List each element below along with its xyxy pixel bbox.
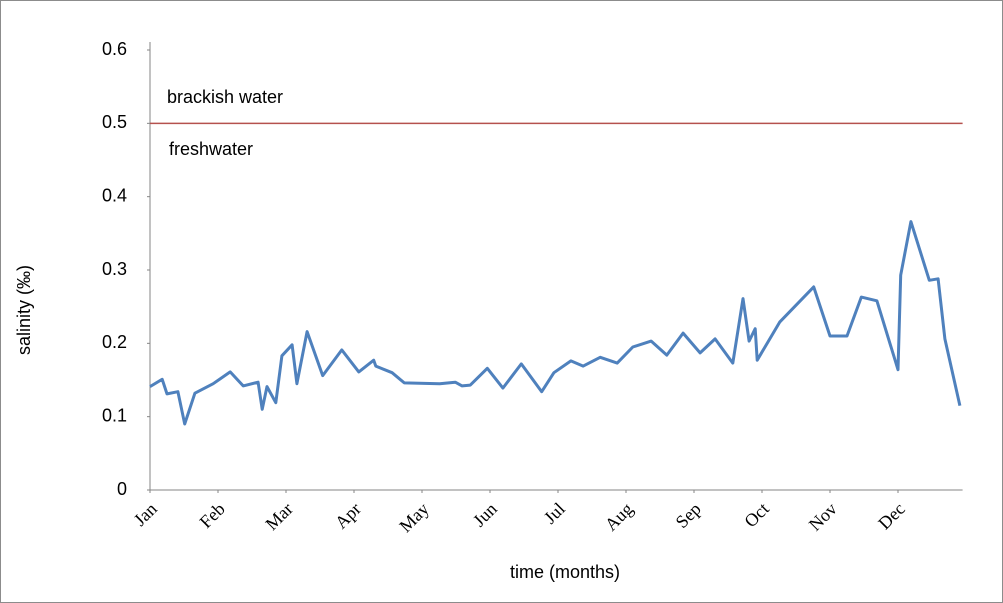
annotation: brackish water [167,87,283,107]
annotation: freshwater [169,139,253,159]
y-tick-label: 0.2 [102,332,127,352]
y-tick-label: 0 [117,479,127,499]
x-axis-title: time (months) [510,562,620,582]
y-tick-label: 0.1 [102,405,127,425]
y-axis-title: salinity (‰) [14,265,34,355]
y-tick-label: 0.3 [102,259,127,279]
y-tick-label: 0.5 [102,112,127,132]
y-tick-label: 0.4 [102,185,127,205]
y-tick-label: 0.6 [102,39,127,59]
data-line [149,220,962,426]
